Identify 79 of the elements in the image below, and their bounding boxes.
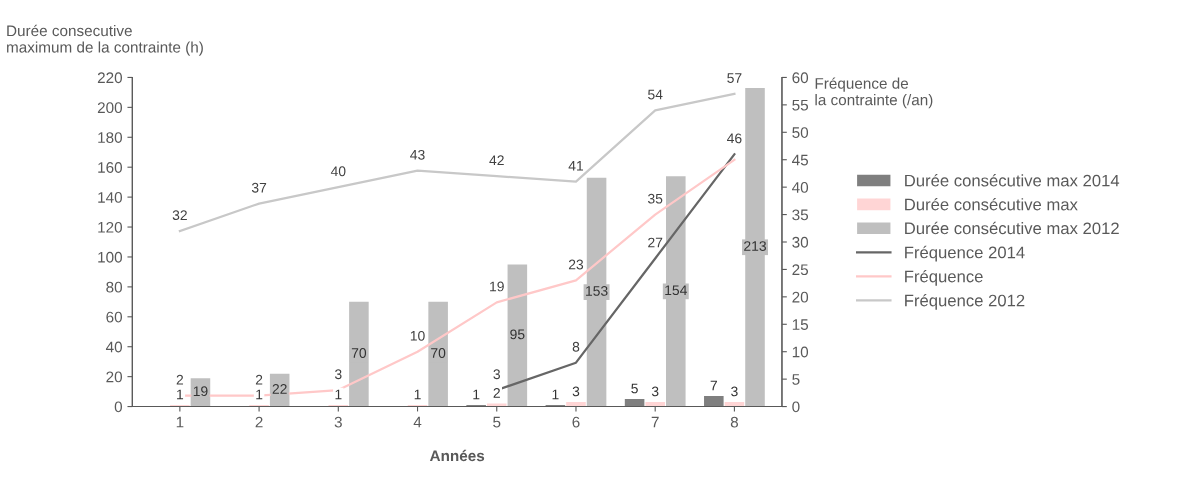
y-axis-title: Durée consecutive maximum de la contrainte (h)	[7, 24, 203, 56]
y2-tick-label: 20	[792, 291, 809, 303]
data-label: 3	[572, 386, 580, 397]
data-label: 10	[410, 330, 425, 341]
y2-tick-label: 15	[792, 319, 809, 330]
y2-tick-label: 0	[792, 401, 800, 413]
y2-tick-label: 25	[792, 264, 809, 276]
y2-tick-label: 50	[792, 127, 809, 138]
data-label: 213	[744, 241, 766, 251]
data-label: 8	[572, 341, 580, 352]
y-tick-label: 0	[114, 401, 123, 413]
data-label: 3	[334, 369, 342, 380]
y-tick-label: 40	[105, 341, 123, 353]
data-label: 43	[410, 149, 425, 160]
legend-label: Fréquence	[905, 269, 983, 286]
data-label: 42	[489, 155, 504, 166]
data-label: 5	[631, 383, 638, 394]
x-tick-label: 7	[651, 416, 659, 428]
y2-axis-title: Fréquence de la contrainte (/an)	[815, 77, 933, 109]
data-label: 19	[490, 281, 504, 292]
x-tick-label: 2	[255, 416, 263, 428]
y-tick-label: 180	[98, 132, 123, 143]
legend-label: Durée consécutive max	[905, 197, 1078, 211]
data-label: 7	[710, 380, 717, 391]
data-label: 70	[351, 348, 367, 358]
data-label: 23	[568, 259, 584, 270]
x-tick-label: 1	[176, 416, 184, 428]
x-tick-label: 4	[413, 416, 422, 428]
y-tick-label: 200	[97, 102, 123, 114]
y2-tick-label: 55	[792, 99, 809, 111]
data-label: 70	[431, 348, 446, 358]
data-label: 3	[731, 386, 738, 397]
data-label: 1	[414, 389, 421, 400]
data-label: 154	[665, 285, 687, 296]
legend-label: Durée consécutive max 2014	[905, 174, 1120, 187]
x-tick-label: 3	[334, 416, 342, 428]
data-label: 3	[651, 386, 659, 397]
y-tick-label: 80	[106, 281, 123, 293]
data-label: 27	[648, 237, 663, 248]
data-label: 2	[255, 374, 263, 385]
data-label: 32	[172, 210, 187, 221]
data-label: 57	[727, 73, 742, 83]
y2-tick-label: 30	[792, 236, 809, 248]
x-axis-title: Années	[429, 449, 485, 462]
x-tick-label: 8	[730, 416, 738, 428]
data-label: 1	[552, 389, 559, 400]
data-label: 46	[727, 133, 742, 144]
legend-label: Fréquence 2012	[905, 294, 1025, 310]
data-label: 19	[193, 386, 208, 397]
y-tick-label: 160	[98, 162, 123, 173]
data-label: 2	[493, 388, 500, 398]
y2-tick-label: 45	[792, 154, 809, 166]
data-label: 41	[568, 161, 584, 171]
y-tick-label: 100	[98, 251, 123, 263]
y-tick-label: 120	[98, 221, 123, 233]
data-label: 3	[493, 369, 500, 380]
y2-tick-label: 40	[792, 182, 809, 193]
y-tick-label: 20	[106, 371, 123, 383]
data-label: 35	[648, 193, 663, 204]
data-label: 40	[330, 166, 346, 177]
x-tick-label: 6	[572, 416, 580, 428]
y-tick-label: 220	[97, 72, 123, 84]
y2-tick-label: 10	[792, 346, 809, 358]
data-label: 54	[648, 89, 663, 100]
data-label: 1	[335, 389, 342, 400]
legend-label: Fréquence 2014	[905, 245, 1025, 262]
data-label: 22	[272, 384, 287, 394]
data-label: 2	[176, 374, 184, 385]
legend-label: Durée consécutive max 2012	[905, 221, 1119, 235]
y-tick-label: 140	[98, 191, 123, 203]
y2-tick-label: 5	[792, 374, 800, 385]
data-label: 1	[473, 389, 480, 400]
y2-tick-label: 35	[792, 209, 809, 221]
data-label: 37	[251, 182, 267, 193]
y2-tick-label: 60	[792, 72, 809, 84]
x-tick-label: 5	[493, 416, 501, 428]
data-label: 153	[586, 286, 608, 296]
data-label: 95	[510, 329, 525, 340]
y-tick-label: 60	[106, 311, 123, 323]
